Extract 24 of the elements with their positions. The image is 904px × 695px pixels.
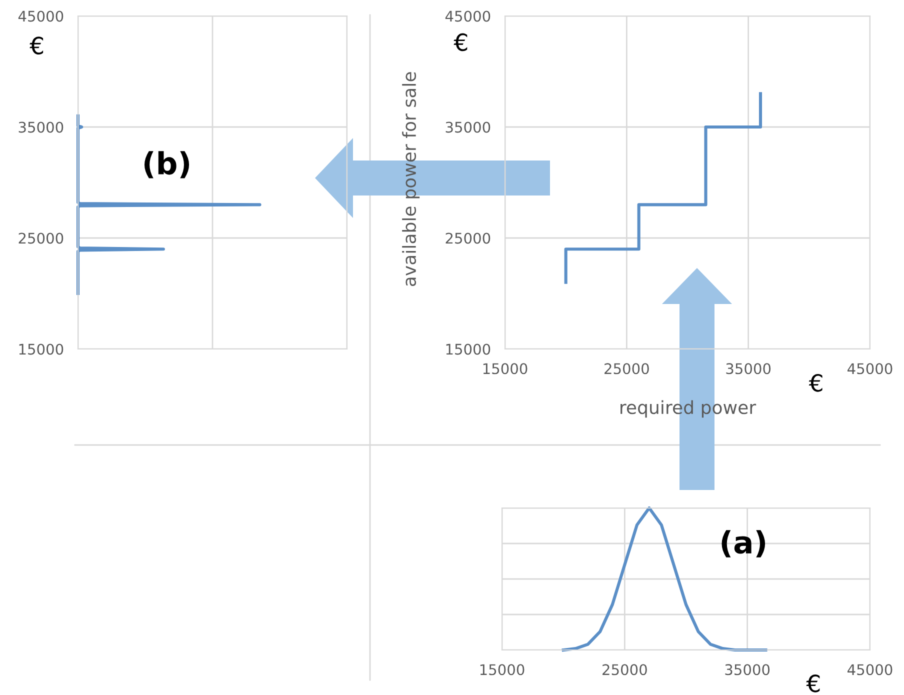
- y-tick-label: 15000: [19, 344, 64, 355]
- y-tick-label: 15000: [446, 344, 490, 355]
- x-tick-label: 35000: [726, 363, 771, 374]
- y-tick-label: 45000: [445, 10, 490, 22]
- text: €: [454, 33, 468, 52]
- y-tick-label: 25000: [18, 232, 64, 244]
- x-tick-label: 35000: [725, 664, 770, 676]
- y-tick-label: 45000: [18, 10, 64, 22]
- x-tick-label: 45000: [848, 664, 892, 676]
- x-tick-label: 15000: [480, 664, 524, 676]
- annotation: (a): [722, 530, 766, 558]
- y-tick-label: 35000: [18, 122, 64, 133]
- y-axis-title: €: [30, 36, 44, 54]
- x-tick-label: 15000: [483, 363, 528, 374]
- text: €: [808, 374, 822, 392]
- y-tick-label: 25000: [446, 232, 490, 244]
- y-tick-label: 35000: [446, 122, 490, 133]
- annotation: (b): [144, 151, 190, 178]
- x-axis-title: €: [806, 674, 820, 692]
- x-tick-label: 25000: [604, 363, 649, 374]
- x-tick-label: 45000: [848, 363, 892, 374]
- x-tick-label: 25000: [602, 664, 647, 676]
- line-series: [564, 92, 762, 284]
- y-axis-title: available power for sale: [402, 72, 420, 286]
